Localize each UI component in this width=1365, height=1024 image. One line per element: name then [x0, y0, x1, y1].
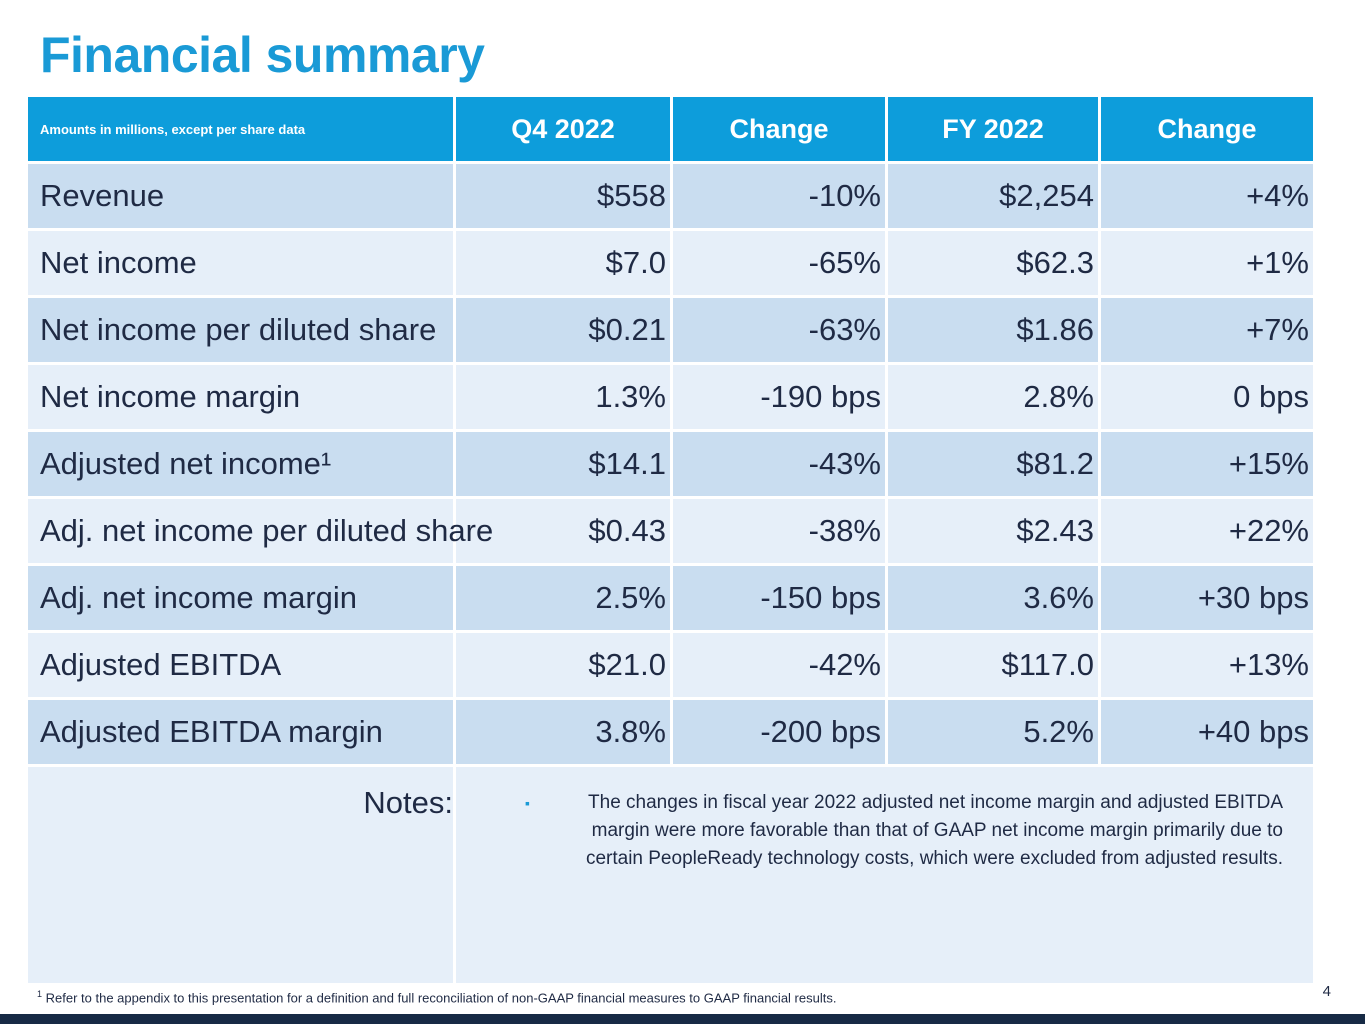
- fy-change-value: +15%: [1101, 432, 1313, 496]
- fy-change-value: +7%: [1101, 298, 1313, 362]
- fy-value: $62.3: [888, 231, 1098, 295]
- table-header-row: Amounts in millions, except per share da…: [28, 97, 1313, 161]
- row-label: Adjusted EBITDA: [28, 633, 453, 697]
- table-row: Revenue $558 -10% $2,254 +4%: [28, 164, 1313, 228]
- row-label: Net income margin: [28, 365, 453, 429]
- note-text: The changes in fiscal year 2022 adjusted…: [585, 792, 1283, 869]
- q4-value: $558: [456, 164, 670, 228]
- row-label: Adjusted EBITDA margin: [28, 700, 453, 764]
- q4-change-value: -63%: [673, 298, 885, 362]
- q4-value: $14.1: [456, 432, 670, 496]
- fy-change-value: +1%: [1101, 231, 1313, 295]
- row-label: Adjusted net income¹: [28, 432, 453, 496]
- footnote: 1 Refer to the appendix to this presenta…: [37, 989, 836, 1005]
- fy-change-value: +40 bps: [1101, 700, 1313, 764]
- q4-change-value: -43%: [673, 432, 885, 496]
- q4-change-value: -150 bps: [673, 566, 885, 630]
- header-units-label: Amounts in millions, except per share da…: [28, 97, 453, 161]
- notes-label: Notes:: [28, 767, 453, 983]
- q4-value: $0.21: [456, 298, 670, 362]
- table-row: Adjusted EBITDA margin 3.8% -200 bps 5.2…: [28, 700, 1313, 764]
- header-q4-2022: Q4 2022: [456, 97, 670, 161]
- row-label: Adj. net income margin: [28, 566, 453, 630]
- fy-change-value: 0 bps: [1101, 365, 1313, 429]
- fy-change-value: +4%: [1101, 164, 1313, 228]
- q4-value: 1.3%: [456, 365, 670, 429]
- fy-value: $81.2: [888, 432, 1098, 496]
- header-fy-change: Change: [1101, 97, 1313, 161]
- fy-value: $2,254: [888, 164, 1098, 228]
- table-row: Adj. net income margin 2.5% -150 bps 3.6…: [28, 566, 1313, 630]
- financial-summary-table: Amounts in millions, except per share da…: [25, 94, 1316, 986]
- q4-value: $7.0: [456, 231, 670, 295]
- fy-change-value: +30 bps: [1101, 566, 1313, 630]
- table-row: Net income $7.0 -65% $62.3 +1%: [28, 231, 1313, 295]
- q4-change-value: -10%: [673, 164, 885, 228]
- fy-value: $117.0: [888, 633, 1098, 697]
- note-item: ▪ The changes in fiscal year 2022 adjust…: [494, 789, 1283, 873]
- row-label: Revenue: [28, 164, 453, 228]
- fy-change-value: +22%: [1101, 499, 1313, 563]
- table-row: Net income per diluted share $0.21 -63% …: [28, 298, 1313, 362]
- notes-content: ▪ The changes in fiscal year 2022 adjust…: [456, 767, 1313, 983]
- page-title: Financial summary: [40, 27, 485, 83]
- header-q4-change: Change: [673, 97, 885, 161]
- q4-value: 3.8%: [456, 700, 670, 764]
- q4-value: $0.43: [456, 499, 670, 563]
- fy-value: $1.86: [888, 298, 1098, 362]
- fy-value: 5.2%: [888, 700, 1098, 764]
- fy-value: 2.8%: [888, 365, 1098, 429]
- row-label: Net income per diluted share: [28, 298, 453, 362]
- footnote-text: Refer to the appendix to this presentati…: [45, 990, 837, 1006]
- table-row: Net income margin 1.3% -190 bps 2.8% 0 b…: [28, 365, 1313, 429]
- fy-value: 3.6%: [888, 566, 1098, 630]
- bottom-bar: [0, 1014, 1365, 1024]
- row-label: Adj. net income per diluted share: [28, 499, 493, 563]
- header-fy-2022: FY 2022: [888, 97, 1098, 161]
- table-row: Adjusted EBITDA $21.0 -42% $117.0 +13%: [28, 633, 1313, 697]
- q4-change-value: -190 bps: [673, 365, 885, 429]
- q4-value: $21.0: [456, 633, 670, 697]
- q4-value: 2.5%: [456, 566, 670, 630]
- fy-value: $2.43: [888, 499, 1098, 563]
- q4-change-value: -65%: [673, 231, 885, 295]
- q4-change-value: -38%: [673, 499, 885, 563]
- q4-change-value: -200 bps: [673, 700, 885, 764]
- fy-change-value: +13%: [1101, 633, 1313, 697]
- table-row: Adjusted net income¹ $14.1 -43% $81.2 +1…: [28, 432, 1313, 496]
- notes-row: Notes: ▪ The changes in fiscal year 2022…: [28, 767, 1313, 983]
- footnote-marker: 1: [37, 989, 43, 999]
- page-number: 4: [1322, 983, 1331, 1000]
- q4-change-value: -42%: [673, 633, 885, 697]
- table-row: Adj. net income per diluted share $0.43 …: [28, 499, 1313, 563]
- square-bullet-icon: ▪: [525, 795, 530, 811]
- row-label: Net income: [28, 231, 453, 295]
